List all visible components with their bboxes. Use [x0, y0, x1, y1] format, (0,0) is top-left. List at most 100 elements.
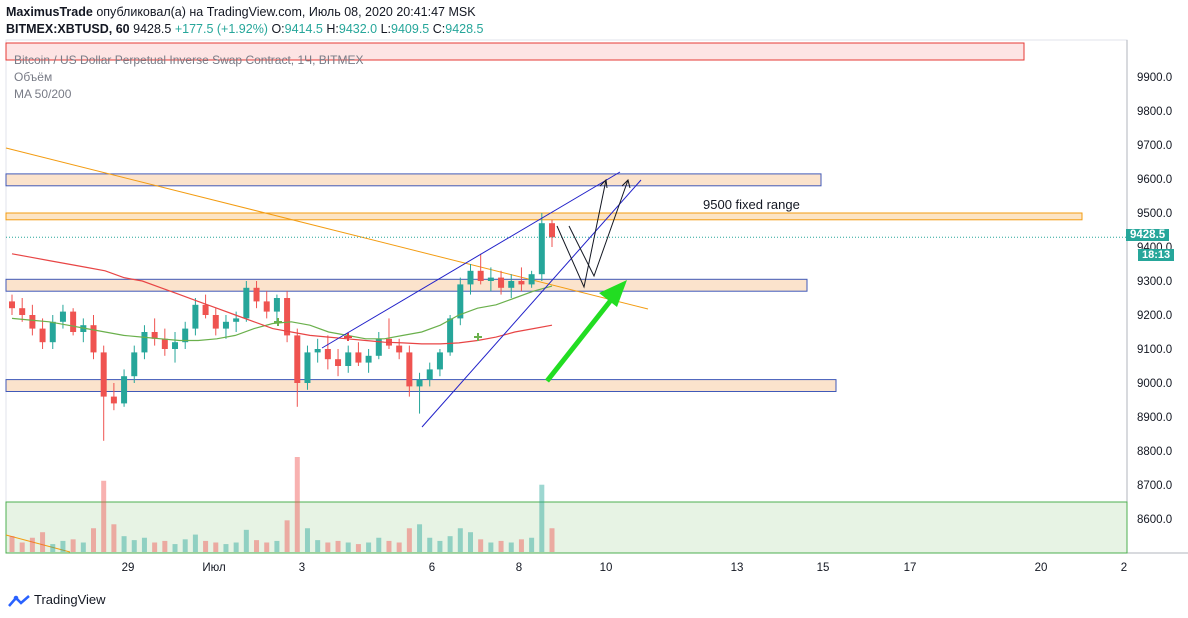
- candle-body[interactable]: [29, 315, 36, 329]
- candle-body[interactable]: [518, 281, 525, 285]
- forecast-path-b[interactable]: [568, 179, 629, 278]
- candle-body[interactable]: [131, 352, 138, 377]
- candle-body[interactable]: [528, 274, 535, 285]
- y-tick-label: 9200.0: [1137, 310, 1172, 322]
- y-tick-label: 8700.0: [1137, 480, 1172, 492]
- volume-bar: [9, 536, 15, 552]
- candle-body[interactable]: [375, 338, 382, 356]
- candle-body[interactable]: [447, 318, 454, 353]
- zone-support[interactable]: [5, 278, 808, 292]
- candle-body[interactable]: [406, 352, 413, 387]
- candle-body[interactable]: [457, 284, 464, 319]
- volume-bar: [254, 540, 260, 552]
- candle-body[interactable]: [141, 332, 148, 353]
- bar-countdown: 18:13: [1138, 249, 1175, 261]
- candle-body[interactable]: [110, 396, 117, 404]
- last-price-tag: 9428.5: [1126, 229, 1170, 241]
- forecast-path-a[interactable]: [556, 179, 607, 289]
- candle-body[interactable]: [253, 287, 260, 302]
- tradingview-logo[interactable]: TradingView: [8, 592, 106, 607]
- candle-body[interactable]: [498, 277, 505, 288]
- candle-body[interactable]: [284, 298, 291, 336]
- volume-bar: [457, 528, 463, 552]
- volume-bar: [508, 542, 514, 552]
- candle-body[interactable]: [161, 338, 168, 349]
- candle-body[interactable]: [538, 223, 545, 275]
- candle-body[interactable]: [192, 304, 199, 329]
- candle-body[interactable]: [294, 335, 301, 383]
- legend-title: Bitcoin / US Dollar Perpetual Inverse Sw…: [14, 53, 364, 67]
- green-arrow-head-icon: [599, 280, 627, 307]
- author-name[interactable]: MaximusTrade: [6, 5, 93, 19]
- published-text: опубликовал(а) на TradingView.com, Июль …: [96, 5, 476, 19]
- candle-body[interactable]: [59, 311, 66, 322]
- candle-body[interactable]: [355, 352, 362, 363]
- candle-body[interactable]: [273, 298, 280, 312]
- candle-body[interactable]: [304, 352, 311, 383]
- downtrend-line-lower[interactable]: [5, 534, 71, 553]
- candle-body[interactable]: [436, 352, 443, 370]
- candle-body[interactable]: [182, 328, 189, 343]
- downtrend-line[interactable]: [5, 147, 649, 310]
- candle-body[interactable]: [314, 349, 321, 353]
- candle-body[interactable]: [202, 304, 209, 315]
- wedge-upper-line[interactable]: [321, 171, 621, 349]
- candle-body[interactable]: [39, 328, 46, 343]
- candle-body[interactable]: [90, 325, 97, 353]
- candle-body[interactable]: [233, 318, 240, 322]
- volume-bar: [172, 544, 178, 552]
- y-tick-label: 8600.0: [1137, 514, 1172, 526]
- volume-bar: [213, 542, 219, 552]
- volume-bar: [162, 540, 168, 552]
- y-tick-label: 9900.0: [1137, 72, 1172, 84]
- forecast-arrowhead-icon: [599, 178, 608, 189]
- candle-body[interactable]: [508, 281, 515, 288]
- candle-body[interactable]: [212, 315, 219, 329]
- volume-bar: [50, 544, 56, 552]
- wedge-lower-line[interactable]: [421, 179, 642, 428]
- candle-body[interactable]: [9, 301, 15, 309]
- candle-body[interactable]: [345, 352, 352, 366]
- zone-resistance[interactable]: [5, 173, 822, 187]
- volume-bar: [101, 480, 107, 552]
- candle-body[interactable]: [19, 308, 26, 315]
- ma200-line: [11, 253, 553, 345]
- candle-body[interactable]: [477, 270, 484, 281]
- legend-ma: MA 50/200: [14, 87, 72, 101]
- y-tick-label: 9600.0: [1137, 174, 1172, 186]
- candle-body[interactable]: [365, 355, 372, 363]
- candle-body[interactable]: [426, 369, 433, 380]
- candle-body[interactable]: [549, 223, 555, 238]
- ohlc-header: BITMEX:XBTUSD, 60 9428.5 +177.5 (+1.92%)…: [6, 22, 483, 36]
- candle-body[interactable]: [487, 277, 494, 281]
- candle-body[interactable]: [222, 321, 229, 329]
- y-tick-label: 8800.0: [1137, 446, 1172, 458]
- candle-body[interactable]: [121, 376, 128, 404]
- y-tick-label: 9300.0: [1137, 276, 1172, 288]
- volume-bar: [427, 537, 433, 552]
- x-tick-label: 15: [817, 562, 830, 574]
- y-tick-label: 9000.0: [1137, 378, 1172, 390]
- green-arrow-shaft[interactable]: [545, 293, 617, 383]
- candle-body[interactable]: [172, 342, 179, 349]
- zone-red[interactable]: [5, 42, 1025, 61]
- volume-bar: [335, 540, 341, 552]
- volume-bar: [437, 540, 443, 552]
- candle-body[interactable]: [49, 321, 56, 343]
- candle-body[interactable]: [243, 287, 250, 319]
- candle-body[interactable]: [396, 345, 403, 353]
- x-tick-label: 13: [731, 562, 744, 574]
- candle-body[interactable]: [151, 332, 158, 339]
- candle-body[interactable]: [70, 311, 77, 332]
- candle-body[interactable]: [467, 270, 474, 285]
- symbol-label: BITMEX:XBTUSD, 60: [6, 22, 130, 36]
- candle-body[interactable]: [416, 379, 423, 387]
- candle-body[interactable]: [100, 352, 107, 397]
- volume-bar: [182, 539, 188, 552]
- candle-body[interactable]: [263, 301, 270, 312]
- volume-bar: [40, 532, 46, 552]
- candle-body[interactable]: [335, 359, 342, 366]
- candle-body[interactable]: [324, 349, 331, 360]
- volume-bar: [539, 484, 545, 552]
